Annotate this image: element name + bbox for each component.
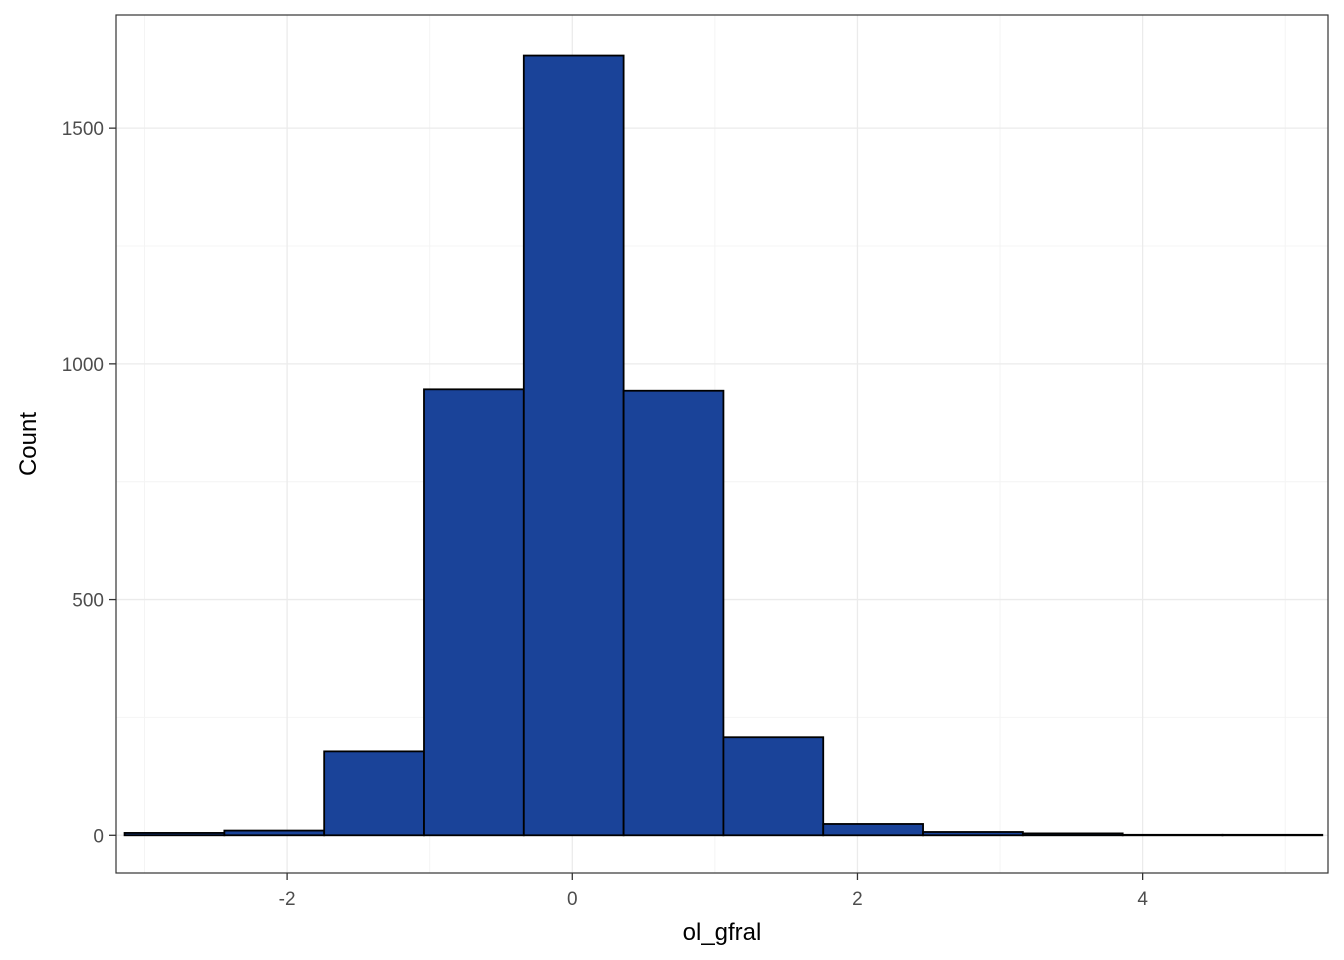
histogram-bar — [423, 388, 525, 837]
y-axis-title: Count — [15, 412, 42, 476]
histogram-bar — [223, 829, 326, 837]
histogram-bars — [123, 54, 1324, 837]
histogram-bar — [622, 389, 725, 837]
x-tick-label: 2 — [852, 889, 863, 910]
histogram-bar — [722, 736, 825, 837]
histogram-bar — [522, 54, 625, 837]
y-tick-label: 500 — [72, 591, 104, 612]
histogram-bar — [822, 823, 924, 837]
x-axis: -2 0 2 4 — [279, 873, 1148, 910]
x-tick-label: 4 — [1137, 889, 1148, 910]
histogram-bar — [123, 832, 226, 837]
x-tick-label: -2 — [279, 889, 296, 910]
histogram-bar — [1021, 832, 1124, 837]
histogram-bar — [323, 750, 425, 837]
histogram-bar — [922, 831, 1024, 837]
y-axis: 0 500 1000 1500 — [62, 119, 116, 847]
y-tick-label: 0 — [93, 826, 104, 847]
y-tick-label: 1000 — [62, 355, 104, 376]
x-tick-label: 0 — [567, 889, 578, 910]
x-axis-title: ol_gfral — [683, 919, 762, 946]
panel-border — [115, 14, 1329, 874]
y-tick-label: 1500 — [62, 119, 104, 140]
